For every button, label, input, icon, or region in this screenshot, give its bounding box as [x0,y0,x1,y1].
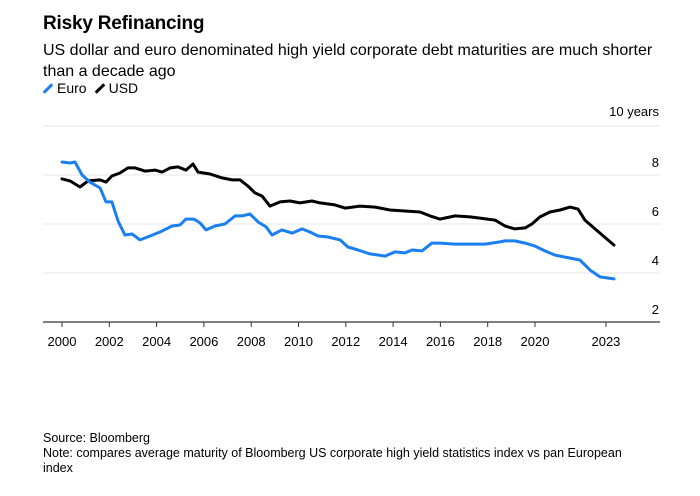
x-tick-label-2016: 2016 [426,334,455,349]
series-lines [60,160,616,281]
legend-item-euro: Euro [43,80,87,96]
methodology-note: Note: compares average maturity of Bloom… [43,446,622,475]
y-tick-label-6: 6 [652,204,659,219]
y-tick-label-10: 10 years [609,104,659,119]
x-tick-label-2004: 2004 [142,334,171,349]
chart-subtitle: US dollar and euro denominated high yiel… [43,42,653,80]
source-note: Source: Bloomberg [43,431,151,445]
x-tick-label-2002: 2002 [95,334,124,349]
legend-item-usd: USD [95,80,139,96]
x-tick-label-2020: 2020 [521,334,550,349]
y-tick-label-2: 2 [652,302,659,317]
y-axis-labels: 10 years 8 6 4 2 [609,104,659,317]
y-tick-label-4: 4 [652,253,659,268]
legend-label-euro: Euro [57,80,87,96]
y-tick-label-8: 8 [652,155,659,170]
x-tick-label-2023: 2023 [591,334,620,349]
legend: Euro USD [43,80,138,96]
x-tick-label-2006: 2006 [189,334,218,349]
legend-label-usd: USD [108,80,139,96]
gridlines [43,125,660,274]
chart-title: Risky Refinancing [43,13,205,34]
series-line-usd [60,162,616,247]
x-tick-label-2018: 2018 [473,334,502,349]
x-tick-label-2000: 2000 [48,334,77,349]
x-tick-label-2010: 2010 [284,334,313,349]
x-tick-label-2012: 2012 [331,334,360,349]
x-tick-label-2008: 2008 [237,334,266,349]
x-axis: 2000 2002 2004 2006 2008 2010 2012 2014 2016 2018… [43,321,660,349]
footer: Source: Bloomberg Note: compares average… [43,431,643,476]
series-line-euro [60,160,616,281]
x-tick-label-2014: 2014 [379,334,408,349]
